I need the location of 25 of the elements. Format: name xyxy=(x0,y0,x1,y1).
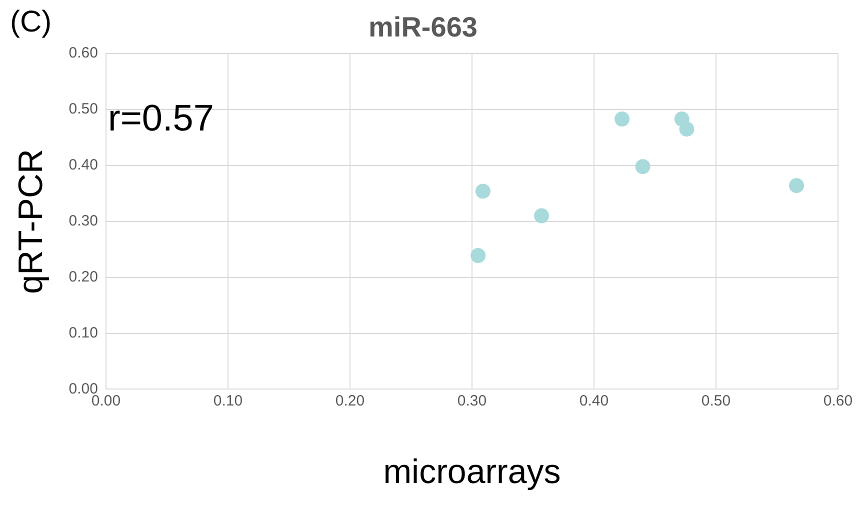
y-tick-label: 0.10 xyxy=(68,324,98,342)
point xyxy=(475,184,490,199)
y-tick-label: 0.50 xyxy=(68,100,98,118)
point xyxy=(534,208,550,224)
annotation: r=0.57 xyxy=(108,97,214,138)
x-tick-label: 0.40 xyxy=(579,392,609,410)
point xyxy=(635,159,650,174)
text: (C) xyxy=(10,5,52,38)
y-tick-label: 0.30 xyxy=(68,212,98,230)
x-axis-title: microarrays xyxy=(383,452,561,491)
x-tick-label: 0.60 xyxy=(823,392,853,410)
x-tick-label: 0.10 xyxy=(213,392,243,410)
point xyxy=(789,178,804,194)
x-tick-label: 0.30 xyxy=(457,392,487,410)
x-tick-label: 0.20 xyxy=(335,392,365,410)
point xyxy=(614,112,630,127)
x-tick-label: 0.00 xyxy=(91,392,121,410)
y-tick-label: 0.20 xyxy=(68,268,98,286)
y-tick-label: 0.40 xyxy=(68,156,98,174)
chart-title: miR-663 xyxy=(368,12,478,43)
x-tick-label: 0.50 xyxy=(701,392,731,410)
y-axis-title: qRT-PCR xyxy=(12,148,50,294)
point xyxy=(470,248,486,264)
y-tick-label: 0.60 xyxy=(68,44,98,62)
point xyxy=(679,122,694,137)
